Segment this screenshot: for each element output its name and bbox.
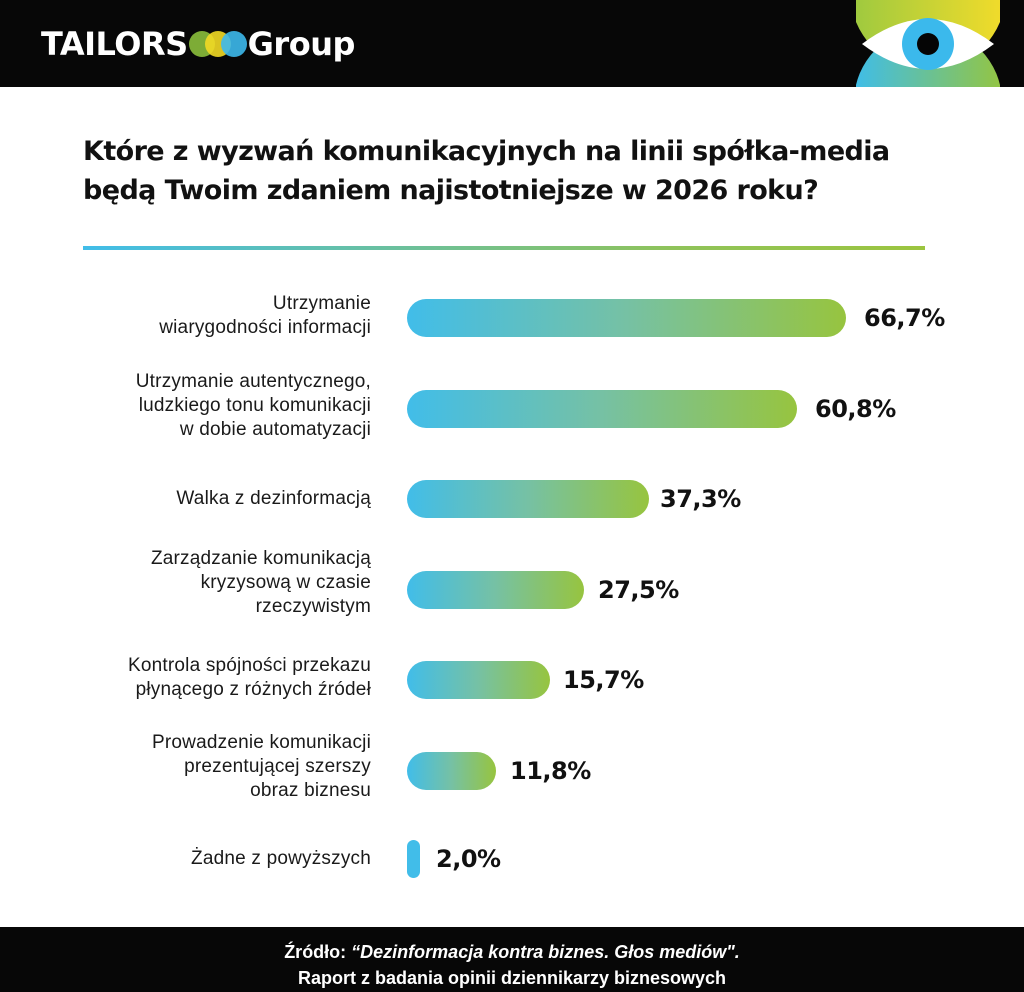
bar-label: Kontrola spójności przekazu płynącego z … [127, 655, 371, 700]
bar-label: Żadne z powyższych [191, 848, 371, 869]
bar-label: Utrzymanie wiarygodności informacji [159, 293, 371, 338]
bar [407, 840, 420, 878]
bar [407, 752, 496, 790]
title-divider [83, 246, 925, 250]
source-footer: Źródło: “Dezinformacja kontra biznes. Gł… [0, 927, 1024, 992]
bar-value: 15,7% [563, 666, 644, 694]
bar [407, 661, 550, 699]
bar-label: Walka z dezinformacją [176, 488, 371, 509]
chart-title: Które z wyzwań komunikacyjnych na linii … [83, 132, 963, 210]
bar [407, 571, 584, 609]
bar-label: Prowadzenie komunikacji prezentującej sz… [152, 732, 371, 801]
bar-value: 11,8% [510, 757, 591, 785]
eye-icon [856, 0, 1000, 87]
bar [407, 390, 797, 428]
logo-text-group: Group [247, 25, 356, 63]
bar-value: 37,3% [660, 485, 741, 513]
chart-title-line-2: będą Twoim zdaniem najistotniejsze w 202… [83, 175, 819, 206]
bar [407, 480, 649, 518]
source-line-2: Raport z badania opinii dziennikarzy biz… [297, 968, 727, 988]
bar [407, 299, 846, 337]
header-bar: TAILORS Group [0, 0, 1024, 87]
logo-circles-icon [188, 31, 247, 57]
bar-value: 60,8% [815, 395, 896, 423]
bar-label: Utrzymanie autentycznego, ludzkiego tonu… [135, 371, 371, 440]
bar-value: 66,7% [864, 304, 945, 332]
bar-value: 2,0% [436, 845, 501, 873]
bar-label: Zarządzanie komunikacją kryzysową w czas… [150, 548, 371, 617]
tailors-group-logo: TAILORS Group [41, 26, 355, 62]
chart-title-line-1: Które z wyzwań komunikacyjnych na linii … [83, 136, 890, 167]
source-line-1: Źródło: “Dezinformacja kontra biznes. Gł… [284, 942, 740, 962]
logo-text-tailors: TAILORS [41, 25, 188, 63]
bar-value: 27,5% [598, 576, 679, 604]
